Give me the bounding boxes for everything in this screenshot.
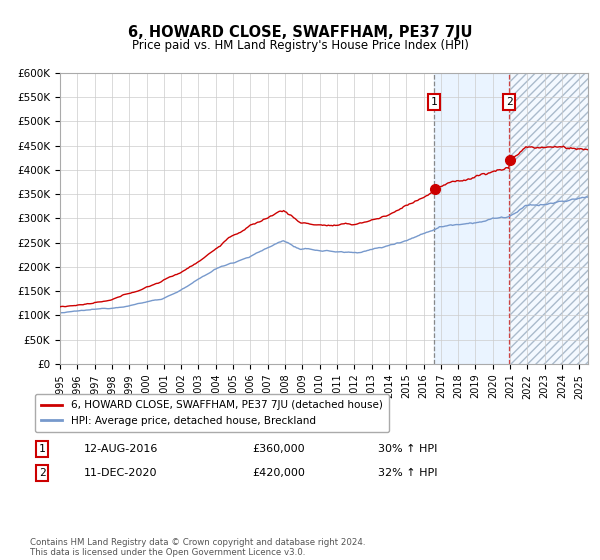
Bar bbox=[434, 73, 509, 364]
Text: £420,000: £420,000 bbox=[252, 468, 305, 478]
Text: 12-AUG-2016: 12-AUG-2016 bbox=[84, 444, 158, 454]
Legend: 6, HOWARD CLOSE, SWAFFHAM, PE37 7JU (detached house), HPI: Average price, detach: 6, HOWARD CLOSE, SWAFFHAM, PE37 7JU (det… bbox=[35, 394, 389, 432]
Text: Price paid vs. HM Land Registry's House Price Index (HPI): Price paid vs. HM Land Registry's House … bbox=[131, 39, 469, 52]
Text: £360,000: £360,000 bbox=[252, 444, 305, 454]
Text: Contains HM Land Registry data © Crown copyright and database right 2024.
This d: Contains HM Land Registry data © Crown c… bbox=[30, 538, 365, 557]
Bar bbox=[509, 73, 588, 364]
Text: 6, HOWARD CLOSE, SWAFFHAM, PE37 7JU: 6, HOWARD CLOSE, SWAFFHAM, PE37 7JU bbox=[128, 25, 472, 40]
Text: 2: 2 bbox=[506, 97, 512, 107]
Text: 1: 1 bbox=[431, 97, 437, 107]
Text: 30% ↑ HPI: 30% ↑ HPI bbox=[378, 444, 437, 454]
Bar bbox=[509, 73, 588, 364]
Text: 2: 2 bbox=[38, 468, 46, 478]
Text: 1: 1 bbox=[38, 444, 46, 454]
Text: 32% ↑ HPI: 32% ↑ HPI bbox=[378, 468, 437, 478]
Text: 11-DEC-2020: 11-DEC-2020 bbox=[84, 468, 157, 478]
